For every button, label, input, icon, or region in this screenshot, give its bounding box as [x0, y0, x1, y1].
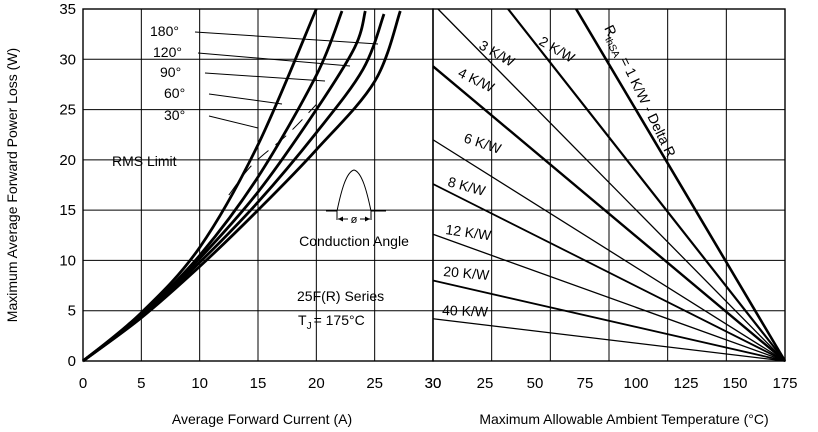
- left-x-axis-title: Average Forward Current (A): [172, 411, 352, 427]
- right-x-tick-label: 30: [425, 375, 442, 392]
- y-tick-label: 0: [68, 353, 76, 370]
- rthsa-label: RthSA = 1 K/W - Delta R: [598, 22, 680, 161]
- curve-label-leader: [194, 31, 379, 45]
- y-tick-label: 15: [59, 202, 76, 219]
- left-x-tick-label: 5: [137, 375, 145, 392]
- left-x-tick-label: 20: [308, 375, 325, 392]
- y-tick-label: 30: [59, 51, 76, 68]
- curve-label: 120°: [153, 44, 182, 60]
- rms-limit-label: RMS Limit: [112, 153, 177, 169]
- left-x-tick-label: 30: [425, 375, 442, 392]
- y-tick-label: 10: [59, 252, 76, 269]
- curve-label: 180°: [150, 23, 179, 39]
- rthsa-rest: = 1 K/W - Delta R: [615, 51, 679, 160]
- right-x-axis-title: Maximum Allowable Ambient Temperature (°…: [479, 411, 768, 427]
- curve-30deg: [82, 10, 402, 363]
- right-x-tick-label: 50: [527, 375, 544, 392]
- y-tick-label: 20: [59, 152, 76, 169]
- series-note: 25F(R) Series: [297, 288, 384, 304]
- tj-note: TJ = 175°C: [298, 312, 365, 332]
- rth-line: [432, 233, 786, 362]
- right-x-tick-label: 25: [477, 375, 494, 392]
- curve-label-leader: [204, 72, 326, 82]
- tj-symbol: T: [298, 312, 307, 328]
- rth-line-label: 6 K/W: [462, 130, 504, 157]
- right-x-tick-label: 100: [623, 375, 648, 392]
- y-tick-label: 35: [59, 1, 76, 18]
- rth-line: [432, 183, 786, 362]
- tj-value: = 175°C: [314, 312, 365, 328]
- conduction-angle-label: Conduction Angle: [299, 233, 409, 249]
- curve-label-leaders: [194, 31, 379, 129]
- rth-line-label: 12 K/W: [445, 221, 493, 243]
- rth-line: [437, 8, 786, 362]
- thermal-resistance-lines: [432, 8, 787, 362]
- rth-line-label: 20 K/W: [443, 263, 491, 283]
- curve-60deg: [82, 13, 386, 363]
- tj-subscript: J: [307, 321, 312, 332]
- rth-line-label: 2 K/W: [537, 33, 579, 66]
- curve-label: 60°: [164, 85, 185, 101]
- rth-line-label: 3 K/W: [477, 37, 519, 70]
- right-x-tick-label: 125: [673, 375, 698, 392]
- left-x-tick-label: 25: [366, 375, 383, 392]
- conduction-angle-icon: [326, 169, 386, 222]
- rth-line: [575, 8, 787, 362]
- curve-label: 90°: [160, 64, 181, 80]
- right-x-tick-label: 75: [577, 375, 594, 392]
- y-tick-label: 25: [59, 102, 76, 119]
- rth-line: [432, 318, 786, 362]
- curve-label-leader: [197, 52, 351, 67]
- rth-line-label: 8 K/W: [446, 173, 488, 199]
- right-x-tick-label: 150: [722, 375, 747, 392]
- curve-label: 30°: [164, 107, 185, 123]
- right-x-tick-label: 175: [772, 375, 797, 392]
- rth-line: [507, 8, 786, 362]
- left-x-tick-label: 15: [250, 375, 267, 392]
- y-tick-label: 5: [68, 303, 76, 320]
- rth-line-label: 40 K/W: [442, 302, 489, 320]
- curve-120deg: [82, 10, 344, 363]
- rth-line: [432, 279, 786, 362]
- left-x-tick-label: 0: [79, 375, 87, 392]
- left-x-tick-label: 10: [191, 375, 208, 392]
- grid-lines: [83, 9, 785, 361]
- y-axis-title: Maximum Average Forward Power Loss (W): [4, 48, 20, 322]
- rth-line: [432, 65, 786, 362]
- conduction-angle-symbol: ø: [351, 214, 358, 226]
- curve-label-leader: [208, 93, 283, 105]
- power-loss-curves: [82, 8, 402, 363]
- curve-label-leader: [208, 115, 259, 129]
- rth-line: [432, 139, 786, 362]
